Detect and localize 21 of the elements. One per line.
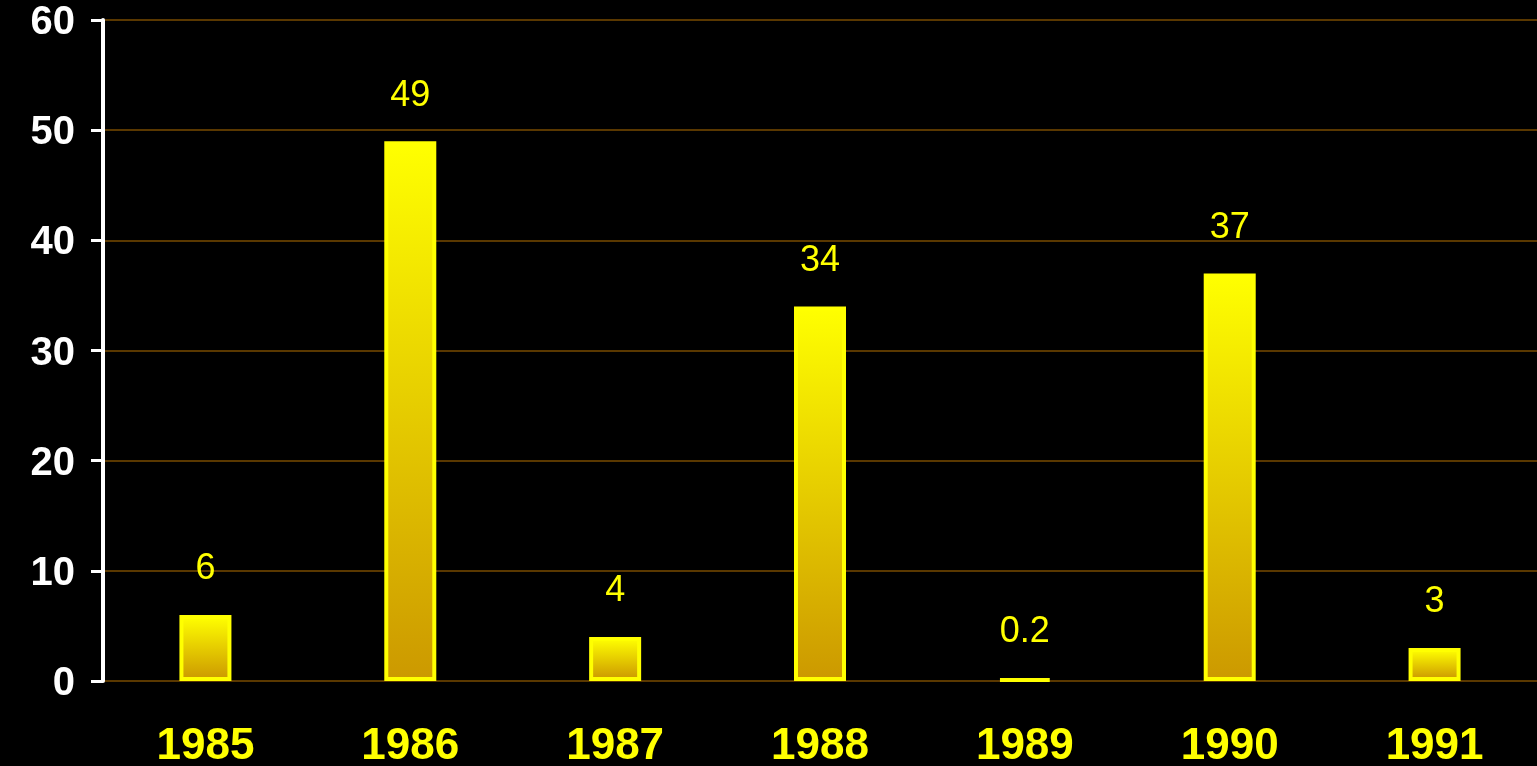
y-tick-label: 10 [30,548,75,593]
data-label: 49 [390,72,431,114]
x-tick-label: 1987 [566,718,665,766]
data-label: 37 [1209,204,1250,246]
x-tick-label: 1985 [156,718,255,766]
x-tick-label: 1990 [1180,718,1279,766]
y-tick-label: 30 [30,328,75,373]
data-label: 0.2 [999,609,1050,651]
data-label: 6 [195,546,216,588]
y-tick-label: 50 [30,108,75,153]
y-tick-label: 40 [30,218,75,263]
x-tick-label: 1988 [771,718,869,766]
y-tick-label: 60 [30,0,75,42]
data-label: 4 [605,568,626,610]
y-tick-label: 20 [30,438,75,483]
x-tick-label: 1989 [975,718,1074,766]
data-label: 3 [1424,579,1445,621]
data-label: 34 [799,237,841,279]
y-tick-label: 0 [52,659,75,703]
x-tick-label: 1991 [1385,718,1484,766]
x-tick-label: 1986 [361,718,460,766]
